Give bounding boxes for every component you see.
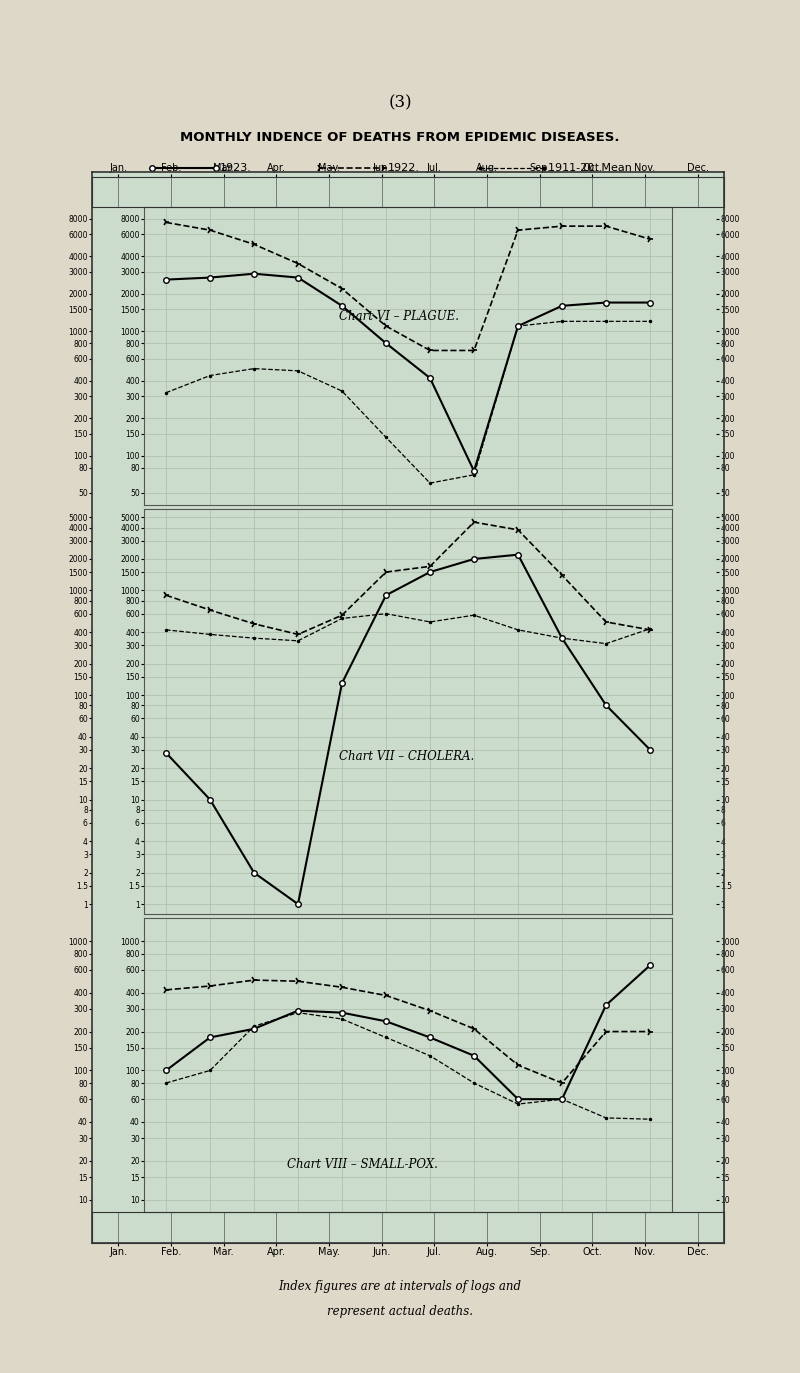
Text: Chart VIII – SMALL-POX.: Chart VIII – SMALL-POX. — [286, 1159, 438, 1171]
Text: Chart VII – CHOLERA.: Chart VII – CHOLERA. — [339, 750, 474, 763]
Text: MONTHLY INDENCE OF DEATHS FROM EPIDEMIC DISEASES.: MONTHLY INDENCE OF DEATHS FROM EPIDEMIC … — [180, 130, 620, 144]
Text: 1922.: 1922. — [388, 162, 420, 173]
Text: Chart VI – PLAGUE.: Chart VI – PLAGUE. — [339, 310, 459, 323]
Text: 1923.: 1923. — [220, 162, 252, 173]
Text: represent actual deaths.: represent actual deaths. — [327, 1304, 473, 1318]
Text: 1911-20. Mean: 1911-20. Mean — [548, 162, 632, 173]
Text: Index figures are at intervals of logs and: Index figures are at intervals of logs a… — [278, 1280, 522, 1293]
Text: (3): (3) — [388, 95, 412, 111]
